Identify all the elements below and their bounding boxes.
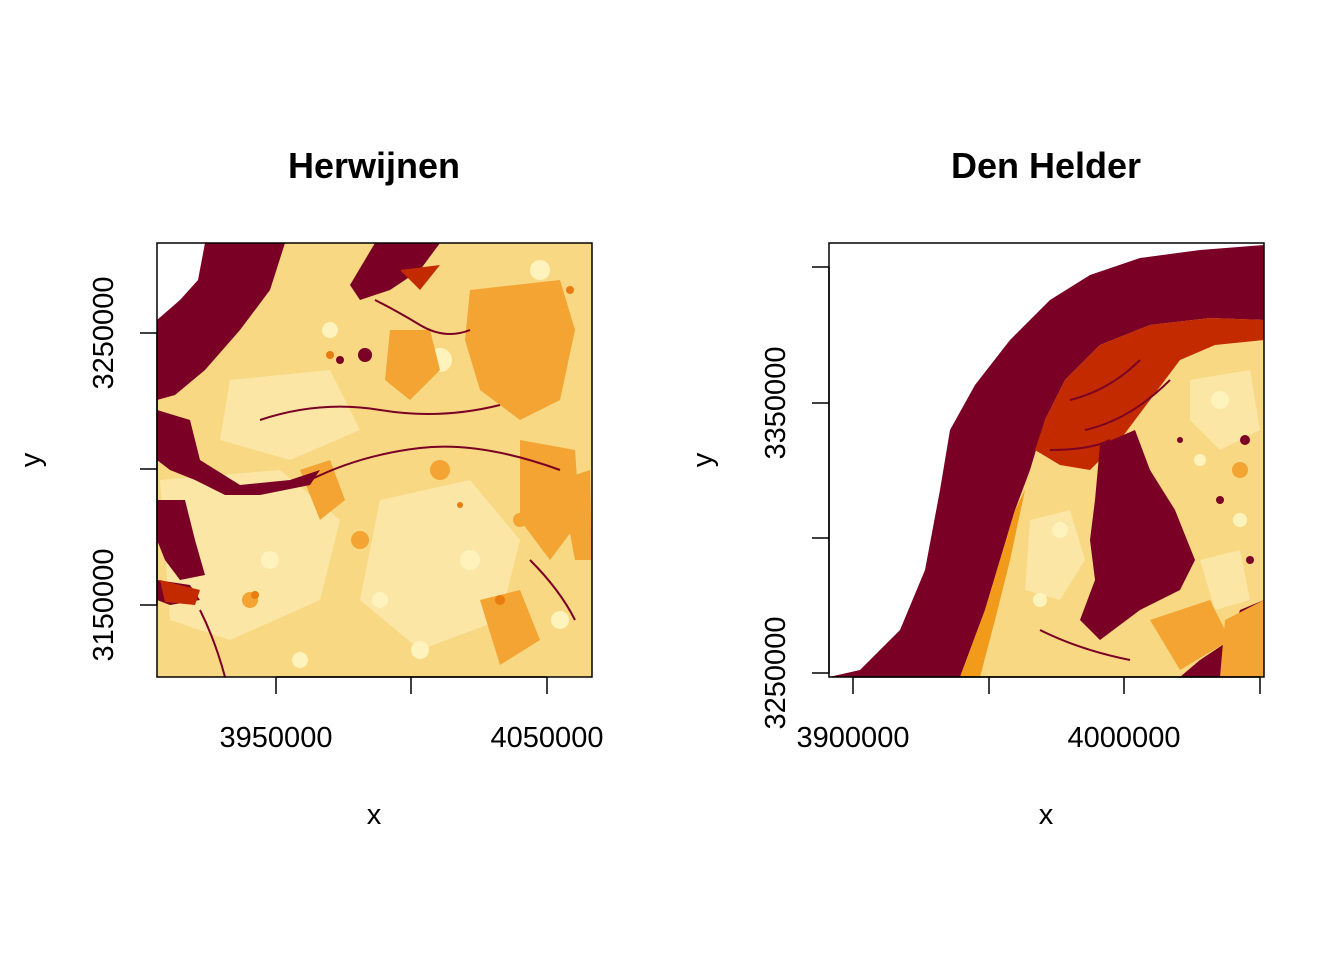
inland-water bbox=[350, 243, 440, 300]
channel-network bbox=[1039, 359, 1171, 661]
x-tick-label: 4050000 bbox=[491, 722, 604, 754]
x-axis bbox=[275, 676, 548, 694]
map-title: Herwijnen bbox=[288, 145, 460, 186]
x-tick-label: 4000000 bbox=[1068, 722, 1181, 754]
y-axis bbox=[812, 266, 830, 674]
coastal-dunes bbox=[960, 490, 1025, 677]
raster-map bbox=[829, 243, 1264, 677]
small-water-bodies bbox=[1177, 435, 1254, 564]
river-network bbox=[199, 299, 576, 677]
estuary-marsh bbox=[160, 580, 200, 605]
x-axis bbox=[852, 676, 1261, 694]
light-land-patches bbox=[160, 370, 520, 650]
map-title: Den Helder bbox=[951, 145, 1141, 186]
x-tick-label: 3900000 bbox=[797, 722, 910, 754]
inland-lake bbox=[1080, 430, 1195, 640]
y-tick-label: 3250000 bbox=[88, 277, 120, 390]
orange-land-patches bbox=[242, 280, 592, 665]
y-tick-label: 3350000 bbox=[760, 347, 792, 460]
dark-orange-patches bbox=[251, 286, 574, 605]
marsh-area bbox=[400, 265, 440, 290]
tidal-marsh bbox=[1035, 318, 1264, 470]
light-land-patches bbox=[1025, 370, 1260, 610]
y-axis bbox=[140, 332, 158, 606]
map-panel-den-helder: Den Helder bbox=[687, 145, 1265, 831]
x-axis-label: x bbox=[367, 799, 382, 831]
x-axis-label: x bbox=[1039, 799, 1054, 831]
y-tick-label: 3150000 bbox=[88, 549, 120, 662]
y-tick-label: 3250000 bbox=[760, 617, 792, 730]
y-axis-label: y bbox=[15, 452, 47, 467]
y-axis-label: y bbox=[687, 452, 719, 467]
raster-map bbox=[157, 243, 592, 677]
map-panel-herwijnen: Herwijnen bbox=[15, 145, 603, 831]
orange-land-patches bbox=[1150, 462, 1264, 677]
pale-land-patches bbox=[1033, 391, 1247, 607]
x-tick-label: 3950000 bbox=[220, 722, 333, 754]
north-sea bbox=[157, 243, 285, 400]
